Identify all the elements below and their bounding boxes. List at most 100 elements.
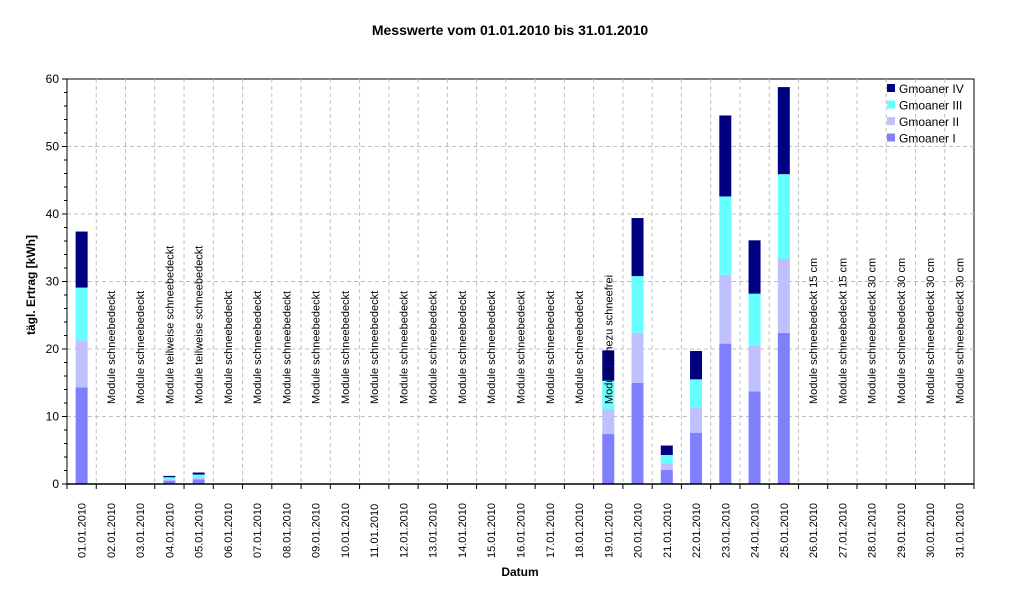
bar-segment — [631, 276, 644, 333]
bar-stacks — [75, 87, 790, 484]
bar-stack — [602, 350, 615, 484]
x-tick-label: 24.01.2010 — [750, 503, 762, 558]
x-tick-label: 13.01.2010 — [428, 503, 440, 558]
x-tick-label: 23.01.2010 — [720, 503, 732, 558]
annotation-label: Module schneebedeckt 15 cm — [808, 258, 820, 404]
grid-lines — [66, 78, 975, 485]
bar-segment — [631, 332, 644, 383]
annotation-label: Module schneebedeckt — [281, 291, 293, 404]
x-tick-label: 25.01.2010 — [779, 503, 791, 558]
bar-segment — [660, 469, 673, 484]
x-tick-label: 14.01.2010 — [457, 503, 469, 558]
bar-segment — [719, 115, 732, 197]
annotation-label: Module nahezu schneefrei — [603, 275, 615, 404]
bar-segment — [777, 174, 790, 259]
legend-label: Gmoaner III — [899, 99, 962, 113]
annotation-label: Module schneebedeckt — [457, 291, 469, 404]
bar-segment — [748, 293, 761, 346]
annotation-label: Module schneebedeckt 30 cm — [954, 258, 966, 404]
x-tick-label: 11.01.2010 — [369, 504, 381, 558]
bar-segment — [660, 445, 673, 455]
x-tick-label: 16.01.2010 — [516, 503, 528, 558]
annotation-label: Module schneebedeckt — [311, 291, 323, 404]
bar-segment — [777, 258, 790, 333]
legend-item: Gmoaner III — [887, 99, 962, 113]
bar-stack — [75, 231, 88, 484]
bar-segment — [75, 231, 88, 288]
bar-segment — [75, 387, 88, 484]
x-tick-label: 31.01.2010 — [954, 503, 966, 558]
bar-segment — [75, 340, 88, 388]
x-tick-label: 17.01.2010 — [545, 503, 557, 558]
y-tick-label: 30 — [46, 275, 60, 289]
x-tick-label: 20.01.2010 — [633, 503, 645, 558]
annotation-label: Module schneebedeckt — [428, 291, 440, 404]
bar-segment — [719, 196, 732, 275]
bar-stack — [690, 351, 703, 484]
x-tick-label: 15.01.2010 — [486, 503, 498, 558]
bar-segment — [777, 87, 790, 175]
annotation-label: Module schneebedeckt — [398, 291, 410, 404]
legend-swatch — [887, 133, 895, 142]
x-tick-label: 06.01.2010 — [223, 503, 235, 558]
annotation-label: Module teilweise schneebedeckt — [164, 246, 176, 404]
x-tick-label: 28.01.2010 — [867, 503, 879, 558]
x-tick-label: 02.01.2010 — [106, 503, 118, 558]
bar-segment — [602, 434, 615, 484]
y-tick-label: 60 — [46, 72, 60, 86]
legend-label: Gmoaner II — [899, 115, 959, 129]
x-tick-label: 26.01.2010 — [808, 503, 820, 558]
x-tick-label: 07.01.2010 — [252, 503, 264, 558]
x-tick-label: 22.01.2010 — [691, 503, 703, 558]
bar-stack — [748, 240, 761, 484]
legend-swatch — [887, 100, 895, 109]
annotation-label: Module schneebedeckt — [135, 291, 147, 404]
x-tick-label: 09.01.2010 — [311, 503, 323, 558]
annotation-label: Module schneebedeckt — [574, 291, 586, 404]
annotation-label: Module schneebedeckt — [545, 291, 557, 404]
legend: Gmoaner IV Gmoaner III Gmoaner II Gmoaner I — [887, 82, 964, 146]
bar-segment — [719, 343, 732, 484]
legend-item: Gmoaner IV — [887, 82, 964, 96]
x-tick-label: 08.01.2010 — [281, 503, 293, 558]
annotation-label: Module schneebedeckt 15 cm — [837, 258, 849, 404]
bar-segment — [163, 475, 176, 478]
bar-segment — [192, 477, 205, 480]
x-tick-label: 12.01.2010 — [398, 503, 410, 558]
annotation-label: Module schneebedeckt — [106, 291, 118, 404]
annotation-label: Module schneebedeckt — [486, 291, 498, 404]
x-tick-label: 01.01.2010 — [77, 503, 89, 558]
bar-segment — [748, 345, 761, 392]
x-axis-title: Datum — [501, 565, 538, 579]
axes: 0 10 20 30 40 50 60 01.01.2010 02.01.2010 03.01.2… — [46, 72, 975, 558]
x-tick-label: 27.01.2010 — [837, 503, 849, 558]
annotation-label: Module schneebedeckt — [369, 291, 381, 404]
bar-segment — [631, 382, 644, 484]
day-annotations: Module schneebedeckt Module schneebedeckt… — [106, 246, 966, 404]
annotation-label: Module schneebedeckt 30 cm — [925, 258, 937, 404]
y-axis-title: tägl. Ertrag [kWh] — [24, 235, 38, 335]
legend-label: Gmoaner IV — [899, 82, 964, 96]
bar-segment — [748, 391, 761, 484]
annotation-label: Module schneebedeckt 30 cm — [896, 258, 908, 404]
y-tick-label: 50 — [46, 140, 60, 154]
x-tick-label: 21.01.2010 — [662, 503, 674, 558]
bar-segment — [748, 240, 761, 294]
bar-segment — [602, 350, 615, 381]
annotation-label: Module schneebedeckt 30 cm — [867, 258, 879, 404]
bar-segment — [602, 380, 615, 410]
x-tick-label: 03.01.2010 — [135, 503, 147, 558]
bar-stack — [631, 218, 644, 484]
bar-segment — [75, 287, 88, 341]
bar-segment — [163, 479, 176, 481]
annotation-label: Module schneebedeckt — [340, 291, 352, 404]
bar-segment — [192, 472, 205, 475]
bar-segment — [192, 474, 205, 478]
legend-item: Gmoaner II — [887, 115, 959, 129]
bar-segment — [690, 379, 703, 408]
y-tick-label: 20 — [46, 342, 60, 356]
bar-segment — [690, 407, 703, 433]
x-tick-label: 10.01.2010 — [340, 503, 352, 558]
x-tick-label: 18.01.2010 — [574, 503, 586, 558]
